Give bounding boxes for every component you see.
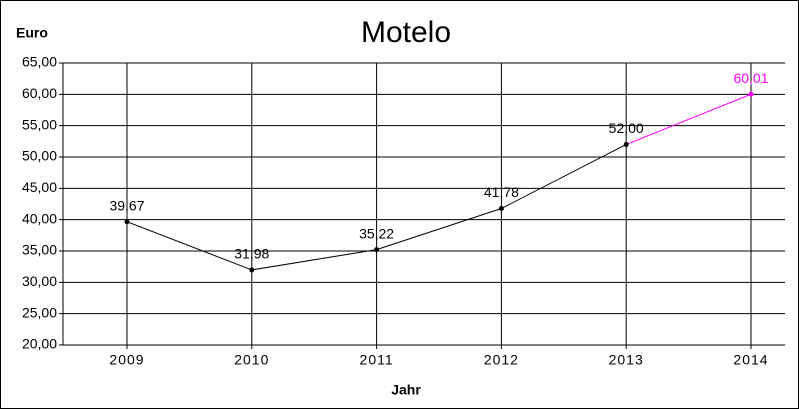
point	[249, 267, 255, 273]
value-label: 31,98	[234, 246, 269, 262]
y-tick-label: 40,00	[22, 210, 57, 226]
y-tick-label: 30,00	[22, 273, 57, 289]
y-tick-label: 55,00	[22, 116, 57, 132]
x-tick-label: 2010	[234, 352, 269, 368]
point	[498, 206, 504, 212]
value-label: 41,78	[484, 184, 519, 200]
value-label: 35,22	[359, 225, 394, 241]
y-tick-label: 35,00	[22, 242, 57, 258]
line-segment	[376, 208, 502, 251]
point	[623, 141, 629, 147]
y-tick-label: 60,00	[22, 85, 57, 101]
x-tick-label: 2012	[484, 352, 519, 368]
x-tick-label: 2013	[609, 352, 644, 368]
x-tick-label: 2011	[360, 352, 394, 368]
x-tick-label: 2014	[733, 352, 768, 368]
y-axis-label: Euro	[16, 25, 48, 41]
point	[748, 91, 754, 97]
y-tick-label: 20,00	[22, 336, 57, 352]
value-label: 39,67	[109, 197, 144, 213]
x-tick-label: 2009	[109, 352, 144, 368]
y-tick-label: 25,00	[22, 304, 57, 320]
value-label: 52,00	[609, 120, 644, 136]
point	[374, 247, 380, 253]
y-tick-label: 45,00	[22, 179, 57, 195]
line-segment	[251, 249, 377, 271]
line-segment	[626, 93, 752, 145]
chart-title: Motelo	[361, 16, 451, 49]
line-segment	[126, 221, 252, 271]
line-segment	[501, 144, 627, 209]
value-label: 60,01	[733, 70, 768, 86]
x-axis-label: Jahr	[391, 382, 421, 398]
y-tick-label: 65,00	[22, 54, 57, 70]
y-tick-label: 50,00	[22, 148, 57, 164]
point	[124, 219, 130, 225]
